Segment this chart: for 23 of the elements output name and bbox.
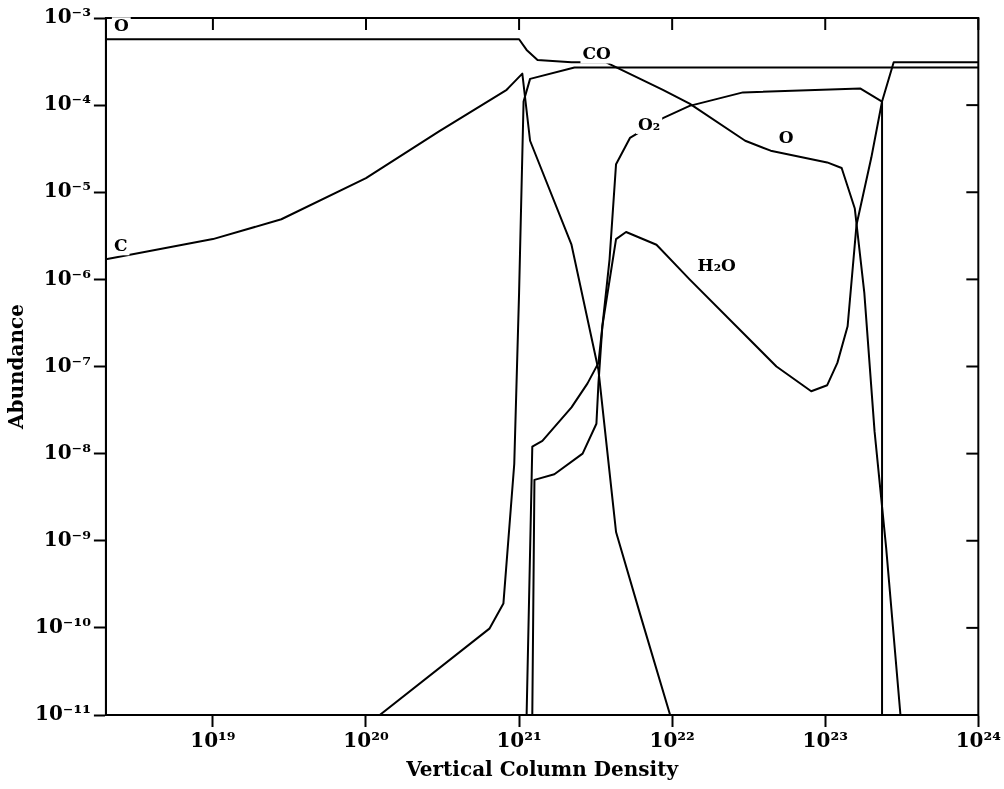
y-tick-label: 10⁻⁵ — [43, 178, 91, 203]
x-tick-label: 10²³ — [802, 728, 848, 753]
x-tick-label: 10²⁴ — [955, 728, 1002, 753]
y-tick-label: 10⁻⁸ — [43, 439, 92, 464]
y-tick-label: 10⁻⁷ — [43, 352, 91, 377]
annotation: O₂ — [637, 113, 661, 134]
annotation: O — [113, 15, 129, 36]
annotation: O — [778, 126, 794, 147]
y-tick-label: 10⁻⁹ — [43, 526, 91, 551]
annotation: C — [113, 235, 128, 256]
annotation: H₂O — [697, 255, 737, 276]
annotation: CO — [582, 43, 611, 64]
y-axis-title: Abundance — [4, 304, 29, 430]
y-tick-label: 10⁻⁶ — [43, 265, 92, 290]
y-tick-label: 10⁻¹¹ — [34, 701, 91, 726]
y-tick-label: 10⁻⁴ — [43, 91, 92, 116]
x-tick-label: 10¹⁹ — [190, 728, 236, 753]
x-axis-title: Vertical Column Density — [405, 757, 680, 782]
x-tick-label: 10²² — [649, 728, 695, 753]
y-tick-label: 10⁻¹⁰ — [34, 614, 92, 639]
y-tick-label: 10⁻³ — [43, 4, 91, 29]
x-tick-label: 10²¹ — [496, 728, 542, 753]
x-tick-label: 10²⁰ — [343, 728, 389, 753]
